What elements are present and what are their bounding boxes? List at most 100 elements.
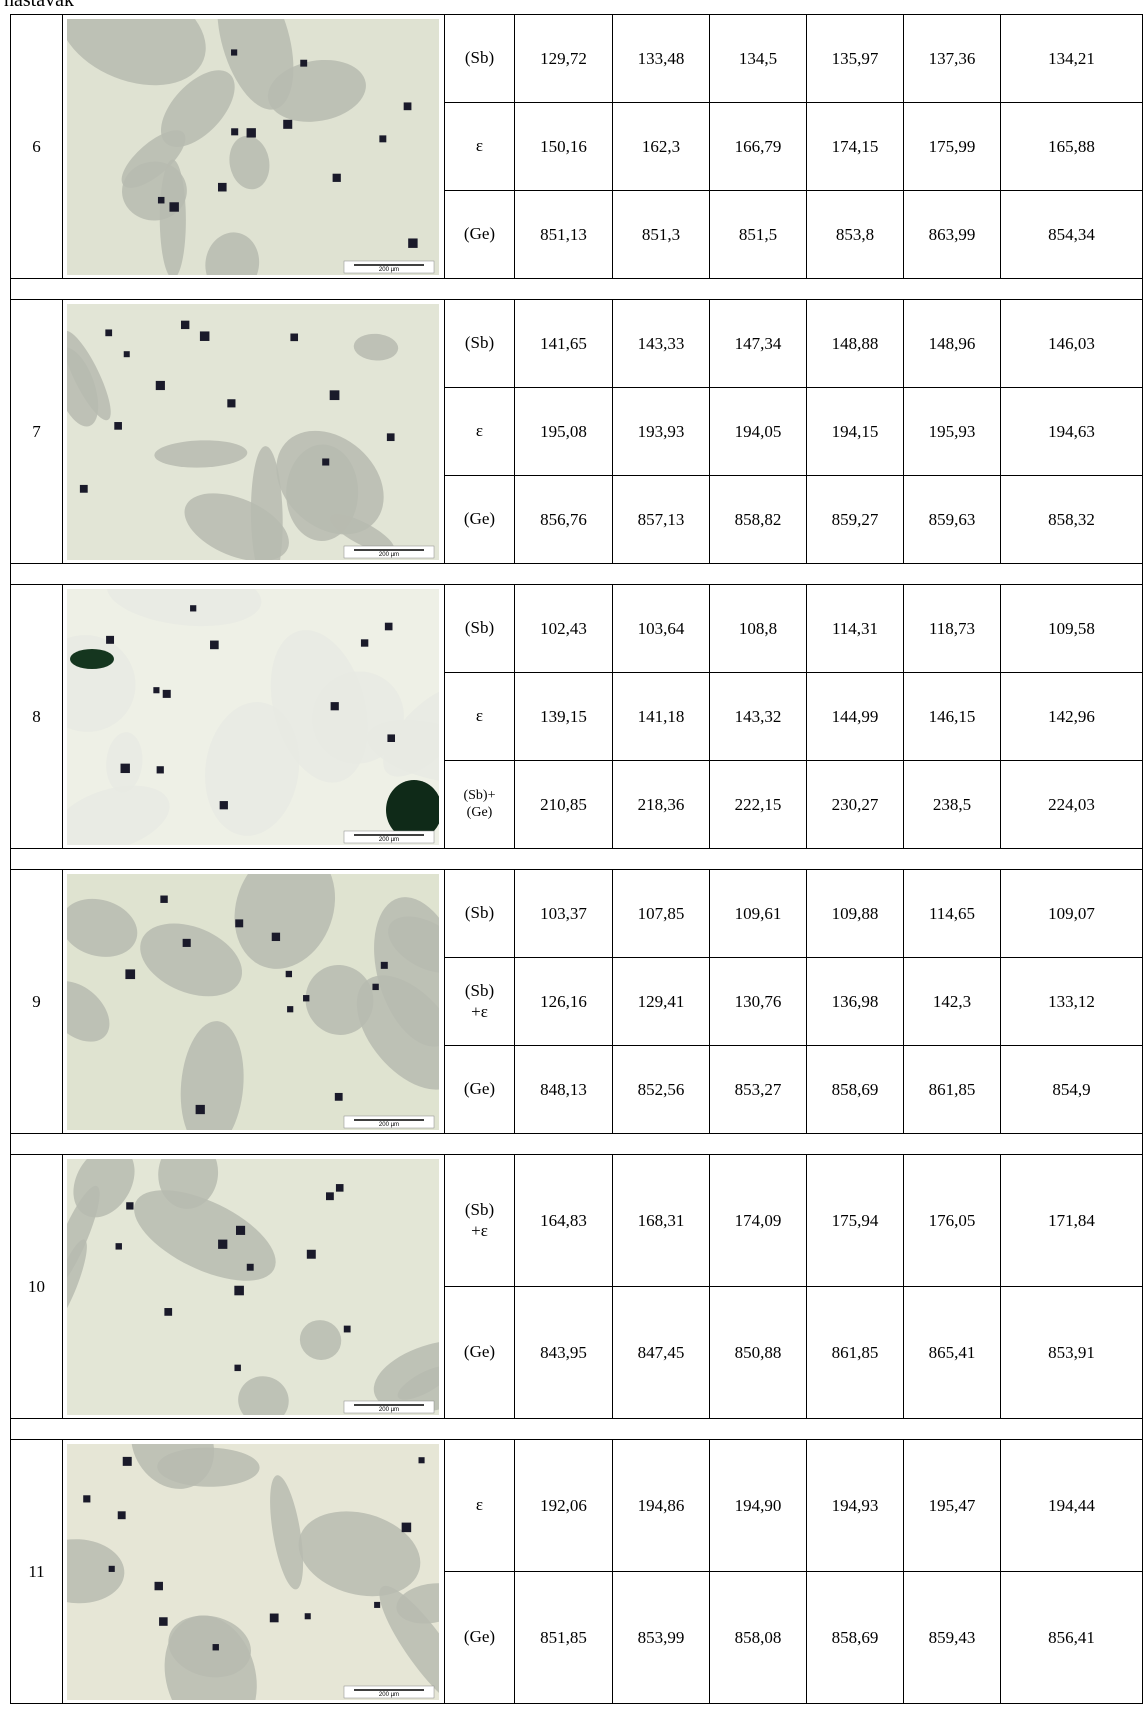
data-row: (Sb) +ε 126,16 129,41 130,76 136,98 142,3 133,… xyxy=(11,957,1143,1046)
phase-label: ε xyxy=(444,672,515,761)
indent xyxy=(108,1565,115,1572)
phase-region xyxy=(396,1582,439,1624)
value-cell: 143,32 xyxy=(709,672,807,761)
phase-region xyxy=(229,135,270,189)
value-cell: 114,65 xyxy=(903,869,1001,958)
value-cell: 230,27 xyxy=(806,760,904,849)
separator-cell xyxy=(10,278,1143,300)
value-cell: 136,98 xyxy=(806,957,904,1046)
phase-label: ε xyxy=(444,387,515,476)
indent xyxy=(155,380,165,390)
phase-region xyxy=(106,588,262,626)
value-cell: 134,21 xyxy=(1000,14,1143,103)
indent xyxy=(386,432,395,441)
value-cell: 853,27 xyxy=(709,1045,807,1134)
phase-region xyxy=(234,873,336,969)
indent xyxy=(322,457,330,466)
indent xyxy=(195,1104,205,1114)
indent xyxy=(169,201,179,212)
indent xyxy=(212,1643,219,1650)
data-row: ε 139,15 141,18 143,32 144,99 146,15 142,96 xyxy=(11,672,1143,761)
value-cell: 171,84 xyxy=(1000,1154,1143,1287)
image-cell: 200 µm xyxy=(62,299,445,564)
phase-region xyxy=(158,1158,219,1209)
phase-region xyxy=(67,330,111,420)
indent xyxy=(154,1581,163,1590)
data-row: 9 200 µm (Sb) 103,37 107,85 109,61 109,88 114,6… xyxy=(10,869,1143,1134)
value-cell: 859,63 xyxy=(903,475,1001,564)
phase-region xyxy=(67,980,110,1042)
value-cell: 861,85 xyxy=(806,1286,904,1419)
value-cell: 144,99 xyxy=(806,672,904,761)
separator-row xyxy=(10,563,1143,585)
value-cell: 194,05 xyxy=(709,387,807,476)
data-row: 8 200 µm (Sb) 102,43 103,64 108,8 114,31 118,73… xyxy=(10,584,1143,849)
indent xyxy=(403,101,412,110)
value-cell: 134,5 xyxy=(709,14,807,103)
data-row: (Ge) 843,95 847,45 850,88 861,85 865,41 853,91 xyxy=(11,1286,1143,1419)
indent xyxy=(182,938,191,947)
indent xyxy=(384,622,393,630)
indent xyxy=(126,1201,134,1210)
phase-region xyxy=(160,69,235,147)
indent xyxy=(343,1325,351,1332)
value-cell: 850,88 xyxy=(709,1286,807,1419)
indent xyxy=(329,389,340,400)
value-cell: 851,85 xyxy=(514,1571,613,1704)
phase-region xyxy=(353,333,399,361)
indent xyxy=(290,333,299,341)
indent xyxy=(231,48,238,56)
value-cell: 150,16 xyxy=(514,102,613,191)
indent xyxy=(306,1249,316,1259)
phase-region xyxy=(356,974,439,1090)
phase-label: (Sb) xyxy=(444,299,515,388)
value-cell: 858,69 xyxy=(806,1571,904,1704)
value-cell: 843,95 xyxy=(514,1286,613,1419)
value-cell: 175,94 xyxy=(806,1154,904,1287)
phase-region xyxy=(67,1185,100,1291)
value-cell: 218,36 xyxy=(612,760,710,849)
value-cell: 853,8 xyxy=(806,190,904,279)
micrograph: 200 µm xyxy=(67,588,439,845)
value-cell: 142,96 xyxy=(1000,672,1143,761)
scale-label: 200 µm xyxy=(379,1122,399,1128)
phase-label: (Sb) xyxy=(444,584,515,673)
separator-cell xyxy=(10,563,1143,585)
indent xyxy=(210,640,219,649)
phase-region xyxy=(217,18,294,110)
phase-label: (Sb) xyxy=(444,869,515,958)
value-cell: 133,12 xyxy=(1000,957,1143,1046)
value-cell: 103,37 xyxy=(514,869,613,958)
indent xyxy=(326,1191,334,1200)
value-cell: 238,5 xyxy=(903,760,1001,849)
scale-bar-box xyxy=(343,260,435,273)
indent xyxy=(218,1239,228,1249)
scale-bar-box xyxy=(343,1115,435,1128)
indent xyxy=(360,638,369,647)
indent xyxy=(332,173,341,182)
indent xyxy=(217,182,227,191)
indent xyxy=(235,1225,246,1235)
sample-number: 6 xyxy=(10,14,63,279)
value-cell: 193,93 xyxy=(612,387,710,476)
value-cell: 851,3 xyxy=(612,190,710,279)
micrograph: 200 µm xyxy=(67,18,439,275)
value-cell: 164,83 xyxy=(514,1154,613,1287)
micrograph: 200 µm xyxy=(67,873,439,1130)
indent xyxy=(246,127,256,138)
indent xyxy=(123,350,130,357)
value-cell: 148,88 xyxy=(806,299,904,388)
value-cell: 103,64 xyxy=(612,584,710,673)
value-cell: 195,47 xyxy=(903,1439,1001,1572)
sample-number: 11 xyxy=(10,1439,63,1704)
indent xyxy=(300,59,308,67)
dark-region xyxy=(386,779,439,840)
value-cell: 147,34 xyxy=(709,299,807,388)
value-cell: 130,76 xyxy=(709,957,807,1046)
data-row: (Ge) 851,85 853,99 858,08 858,69 859,43 856,41 xyxy=(11,1571,1143,1704)
indent xyxy=(79,484,88,493)
phase-label: (Sb)+ (Ge) xyxy=(444,760,515,849)
value-cell: 126,16 xyxy=(514,957,613,1046)
indent xyxy=(106,635,115,644)
phase-region xyxy=(67,785,170,845)
